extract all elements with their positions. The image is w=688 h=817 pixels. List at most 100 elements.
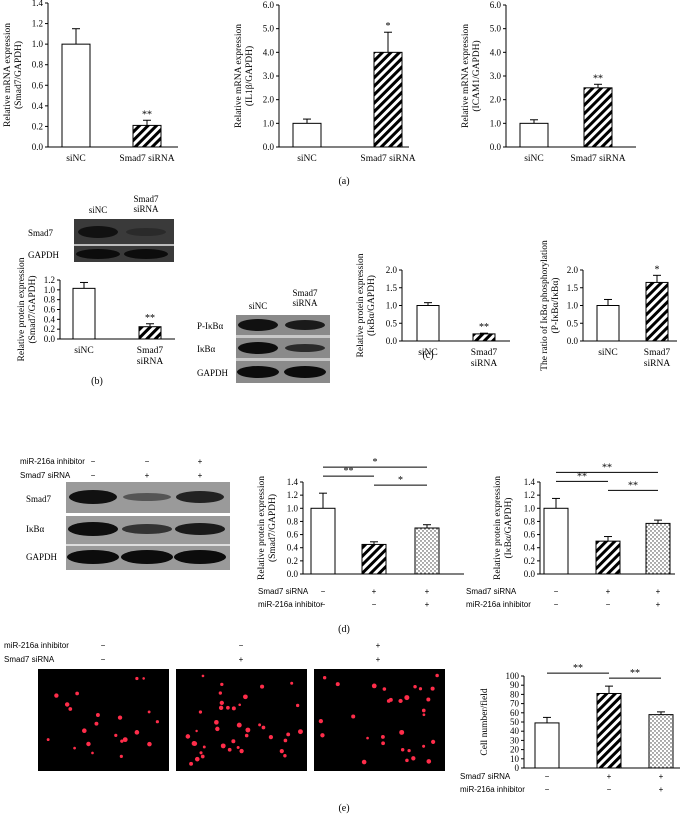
c1-bar bbox=[416, 305, 440, 342]
d1-tick-label: 0.8 bbox=[287, 516, 299, 526]
cell-dot bbox=[411, 756, 416, 761]
d2-condition-value: − bbox=[554, 600, 559, 609]
c1-tick-label: 1.5 bbox=[386, 283, 398, 293]
e-tick-label: 20 bbox=[510, 745, 520, 755]
c2-bar bbox=[645, 281, 669, 342]
cell-dot bbox=[430, 686, 435, 691]
a1-tick-label: 1.2 bbox=[32, 19, 43, 29]
cell-dot bbox=[91, 751, 94, 755]
c1-tick-label: 0.0 bbox=[386, 336, 398, 346]
cell-dot bbox=[258, 723, 262, 727]
cell-dot bbox=[422, 713, 426, 717]
c1-significance: ** bbox=[479, 322, 489, 333]
d2-tick-label: 0.0 bbox=[524, 569, 536, 579]
d1-y-label: Relative protein expression bbox=[257, 476, 267, 580]
cell-dot bbox=[155, 720, 159, 724]
e-tick-label: 50 bbox=[510, 717, 520, 727]
cell-dot bbox=[380, 734, 385, 739]
cell-dot bbox=[75, 691, 79, 696]
a1-tick-label: 0.2 bbox=[32, 121, 43, 131]
cell-dot bbox=[46, 738, 50, 742]
a3-tick-label: 5.0 bbox=[490, 24, 502, 34]
blot-b-lane-2: Smad7 siRNA bbox=[133, 194, 159, 214]
c1-tick-label: 1.0 bbox=[386, 301, 398, 311]
c2-category-label: siNC bbox=[598, 348, 618, 358]
e-y-label: Cell number/field bbox=[479, 688, 490, 756]
d1-tick-label: 0.0 bbox=[287, 569, 299, 579]
d1-condition-value: + bbox=[425, 587, 430, 596]
cell-dot bbox=[218, 691, 223, 695]
band bbox=[124, 249, 168, 259]
a1-tick-label: 1.0 bbox=[32, 39, 44, 49]
a2-tick-label: 1.0 bbox=[263, 118, 275, 128]
d1-y-label: (Smad7/GAPDH) bbox=[267, 494, 278, 562]
blot-d-cond-2-v3: + bbox=[198, 471, 203, 480]
cell-dot bbox=[245, 727, 251, 733]
a2-significance: * bbox=[386, 21, 391, 32]
cell-dot bbox=[189, 761, 194, 766]
e-tick-label: 40 bbox=[510, 726, 520, 736]
cell-dot bbox=[198, 710, 203, 714]
c1-category-label: siNC bbox=[418, 348, 438, 358]
blot-d-cond-2-v2: + bbox=[145, 471, 150, 480]
cell-dot bbox=[202, 745, 206, 749]
e-tick-label: 100 bbox=[506, 671, 520, 681]
cell-dot bbox=[405, 758, 409, 763]
cell-dot bbox=[214, 720, 219, 725]
c2-tick-label: 0.5 bbox=[567, 318, 579, 328]
a3-category-label: Smad7 siRNA bbox=[570, 154, 625, 164]
cell-dot bbox=[382, 687, 387, 691]
cell-dot bbox=[147, 741, 152, 747]
cell-dot bbox=[413, 684, 417, 689]
d1-condition-value: − bbox=[372, 600, 377, 609]
blot-b-row-1: Smad7 bbox=[28, 228, 54, 238]
cell-dot bbox=[226, 705, 230, 710]
cell-dot bbox=[361, 759, 367, 765]
cell-dot bbox=[122, 737, 128, 743]
cell-dot bbox=[238, 703, 241, 707]
d1-bracket-label: ** bbox=[344, 466, 354, 477]
e-tick-label: 60 bbox=[510, 708, 520, 718]
blot-c-lane-1: siNC bbox=[249, 301, 268, 311]
d1-condition-label: miR-216a inhibitor bbox=[258, 600, 323, 609]
c2-category-label: Smad7 bbox=[644, 348, 671, 358]
b-significance: ** bbox=[145, 313, 155, 324]
c2-tick-label: 1.5 bbox=[567, 283, 579, 293]
e-condition-value: − bbox=[545, 772, 550, 781]
d2-y-label: (IκBα/GAPDH) bbox=[503, 498, 514, 559]
cell-dot bbox=[388, 697, 393, 702]
a1-tick-label: 1.4 bbox=[32, 0, 44, 8]
cell-dot bbox=[404, 695, 410, 701]
micro-e-cond-1-v1: − bbox=[101, 641, 106, 650]
c2-tick-label: 1.0 bbox=[567, 301, 579, 311]
c1-bar bbox=[472, 333, 496, 342]
c2-bar bbox=[596, 305, 620, 342]
micrographs-e: miR-216a inhibitor Smad7 siRNA − − + − +… bbox=[4, 641, 445, 771]
cell-dot bbox=[134, 730, 140, 735]
blot-d-row-2: IκBα bbox=[26, 524, 45, 534]
a3-tick-label: 1.0 bbox=[490, 118, 502, 128]
band bbox=[121, 550, 173, 564]
western-blot-c: siNC Smad7 siRNA P-IκBα IκBα GAPDH bbox=[197, 288, 330, 383]
d2-tick-label: 1.2 bbox=[524, 490, 535, 500]
c2-y-label: (P-IκBα/IκBα) bbox=[550, 278, 561, 334]
d1-condition-label: Smad7 siRNA bbox=[258, 587, 309, 596]
cell-dot bbox=[185, 734, 191, 739]
d1-condition-value: − bbox=[321, 587, 326, 596]
cell-dot bbox=[381, 741, 385, 746]
cell-dot bbox=[231, 706, 236, 711]
cell-dot bbox=[120, 739, 124, 743]
band bbox=[69, 490, 117, 504]
cell-dot bbox=[114, 733, 118, 737]
blot-c-row-3: GAPDH bbox=[197, 368, 229, 378]
c1-category-label: Smad7 bbox=[471, 348, 498, 358]
cell-dot bbox=[422, 744, 426, 748]
cell-dot bbox=[335, 682, 340, 687]
d2-tick-label: 0.4 bbox=[524, 543, 536, 553]
cell-dot bbox=[283, 754, 287, 758]
blot-d-cond-1-v3: + bbox=[198, 457, 203, 466]
d2-bar bbox=[595, 540, 621, 575]
a1-tick-label: 0.4 bbox=[32, 101, 44, 111]
a2-category-label: Smad7 siRNA bbox=[360, 154, 415, 164]
cell-dot bbox=[426, 759, 432, 764]
